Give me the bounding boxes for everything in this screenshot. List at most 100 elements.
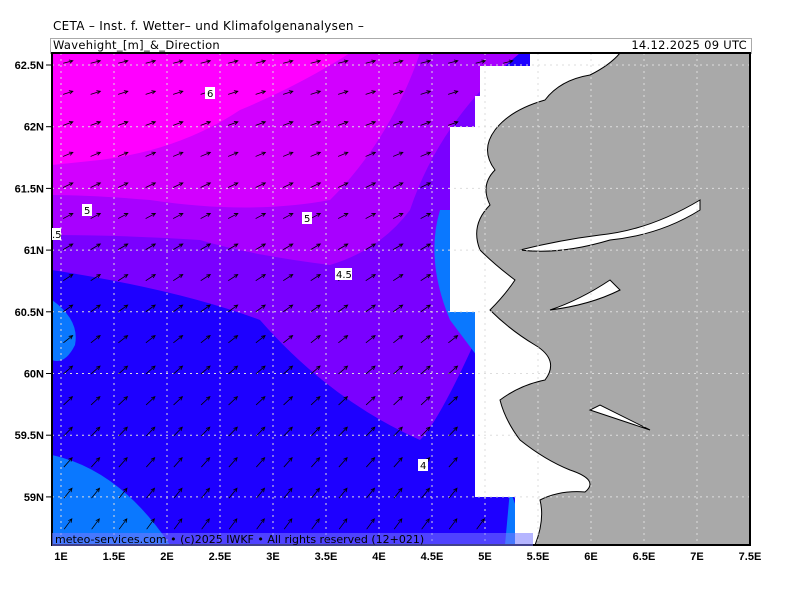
wave-direction-arrow	[63, 426, 73, 437]
wave-direction-arrow	[62, 121, 74, 126]
wave-direction-arrow	[448, 59, 459, 64]
wave-direction-arrow	[118, 365, 129, 375]
wave-direction-arrow	[365, 182, 377, 188]
wave-direction-arrow	[338, 518, 348, 530]
wave-direction-arrow	[366, 457, 376, 468]
wave-direction-arrow	[448, 396, 459, 406]
wave-direction-arrow	[256, 518, 265, 530]
wave-direction-arrow	[282, 182, 294, 188]
wave-direction-arrow	[337, 243, 349, 250]
wave-direction-arrow	[228, 426, 238, 437]
wave-direction-arrow	[63, 487, 73, 499]
wave-direction-arrow	[338, 457, 348, 468]
svg-text:4.5: 4.5	[336, 270, 352, 281]
wave-direction-arrow	[338, 396, 349, 406]
wave-direction-arrow	[337, 213, 349, 219]
lon-tick-label: 1.5E	[103, 551, 126, 563]
wave-direction-arrow	[201, 487, 211, 499]
wave-direction-arrow	[118, 274, 129, 282]
wave-direction-arrow	[200, 121, 212, 126]
wave-direction-arrow	[338, 90, 349, 95]
wave-direction-arrow	[255, 121, 267, 126]
lon-tick-label: 6.5E	[633, 551, 656, 563]
lat-tick-label: 62N	[24, 122, 44, 134]
wave-direction-arrow	[172, 151, 184, 157]
wave-direction-arrow	[145, 274, 157, 282]
wave-direction-arrow	[337, 151, 349, 157]
wave-direction-arrow	[365, 243, 377, 250]
wave-direction-arrow	[392, 182, 404, 188]
wave-direction-arrow	[392, 213, 404, 219]
wave-direction-arrow	[200, 274, 212, 282]
wave-direction-arrow	[448, 487, 458, 499]
wave-direction-arrow	[173, 518, 183, 530]
lon-tick-label: 5E	[478, 551, 491, 563]
wave-direction-arrow	[420, 365, 431, 375]
wave-direction-arrow	[90, 151, 102, 157]
chart-title: CETA – Inst. f. Wetter– und Klimafolgena…	[53, 19, 365, 33]
wave-direction-arrow	[200, 304, 211, 313]
wave-direction-arrow	[201, 457, 211, 468]
lon-tick-label: 4.5E	[421, 551, 444, 563]
contour-label: 4.5	[335, 268, 352, 281]
wave-direction-arrow	[90, 243, 102, 250]
wave-direction-arrow	[310, 243, 322, 250]
wave-direction-arrow	[256, 457, 266, 468]
wave-direction-arrow	[393, 304, 404, 313]
wave-direction-arrow	[310, 213, 322, 219]
lon-tick-label: 3.5E	[315, 551, 338, 563]
wave-direction-arrow	[311, 457, 321, 468]
band-6	[52, 53, 350, 165]
wave-direction-arrow	[420, 121, 432, 126]
wave-direction-arrow	[365, 426, 376, 437]
wave-direction-arrow	[365, 90, 377, 95]
wave-direction-arrow	[90, 304, 101, 313]
wave-direction-arrow	[118, 487, 128, 499]
contour-label: 4	[418, 459, 428, 472]
wave-direction-arrow	[255, 90, 267, 95]
wave-direction-arrow	[255, 59, 267, 64]
wave-direction-arrow	[256, 487, 266, 499]
wave-direction-arrow	[173, 365, 184, 375]
wave-direction-arrow	[447, 121, 459, 126]
wave-direction-arrow	[255, 426, 266, 437]
wave-direction-arrow	[365, 274, 377, 282]
wave-direction-arrow	[448, 426, 458, 437]
lat-tick-label: 61.5N	[15, 183, 44, 195]
wave-direction-arrow	[200, 365, 211, 375]
wave-direction-arrow	[118, 304, 129, 313]
wave-direction-arrow	[118, 518, 128, 530]
wave-direction-arrow	[145, 365, 156, 375]
wave-direction-arrow	[91, 457, 101, 468]
wave-direction-arrow	[420, 59, 432, 64]
wave-direction-arrow	[420, 243, 432, 250]
wave-direction-arrow	[420, 90, 432, 95]
wave-direction-arrow	[200, 151, 212, 157]
wave-direction-arrow	[228, 457, 238, 468]
wave-direction-arrow	[200, 213, 212, 219]
wave-direction-arrow	[393, 90, 404, 95]
lon-tick-label: 7.5E	[739, 551, 762, 563]
wave-direction-arrow	[337, 121, 349, 126]
wave-direction-arrow	[311, 487, 321, 499]
wave-direction-arrow	[393, 518, 403, 530]
wave-direction-arrow	[118, 59, 129, 64]
wave-direction-arrow	[172, 213, 184, 219]
wave-direction-arrow	[393, 274, 404, 282]
wave-direction-arrow	[172, 182, 184, 188]
wave-direction-arrow	[62, 182, 74, 188]
wave-direction-arrow	[255, 396, 266, 406]
wave-direction-arrow	[283, 487, 293, 499]
wave-direction-arrow	[310, 274, 322, 282]
wave-direction-arrow	[365, 59, 377, 64]
wave-direction-arrow	[393, 487, 403, 499]
wave-direction-arrow	[310, 182, 322, 188]
wave-direction-arrow	[146, 487, 156, 499]
wave-direction-arrow	[283, 335, 294, 344]
lon-tick-label: 3E	[266, 551, 279, 563]
wave-direction-arrow	[310, 121, 322, 126]
wave-direction-arrow	[392, 243, 404, 250]
wave-direction-arrow	[90, 213, 102, 219]
wave-direction-arrow	[228, 59, 239, 64]
wave-direction-arrow	[117, 121, 129, 126]
